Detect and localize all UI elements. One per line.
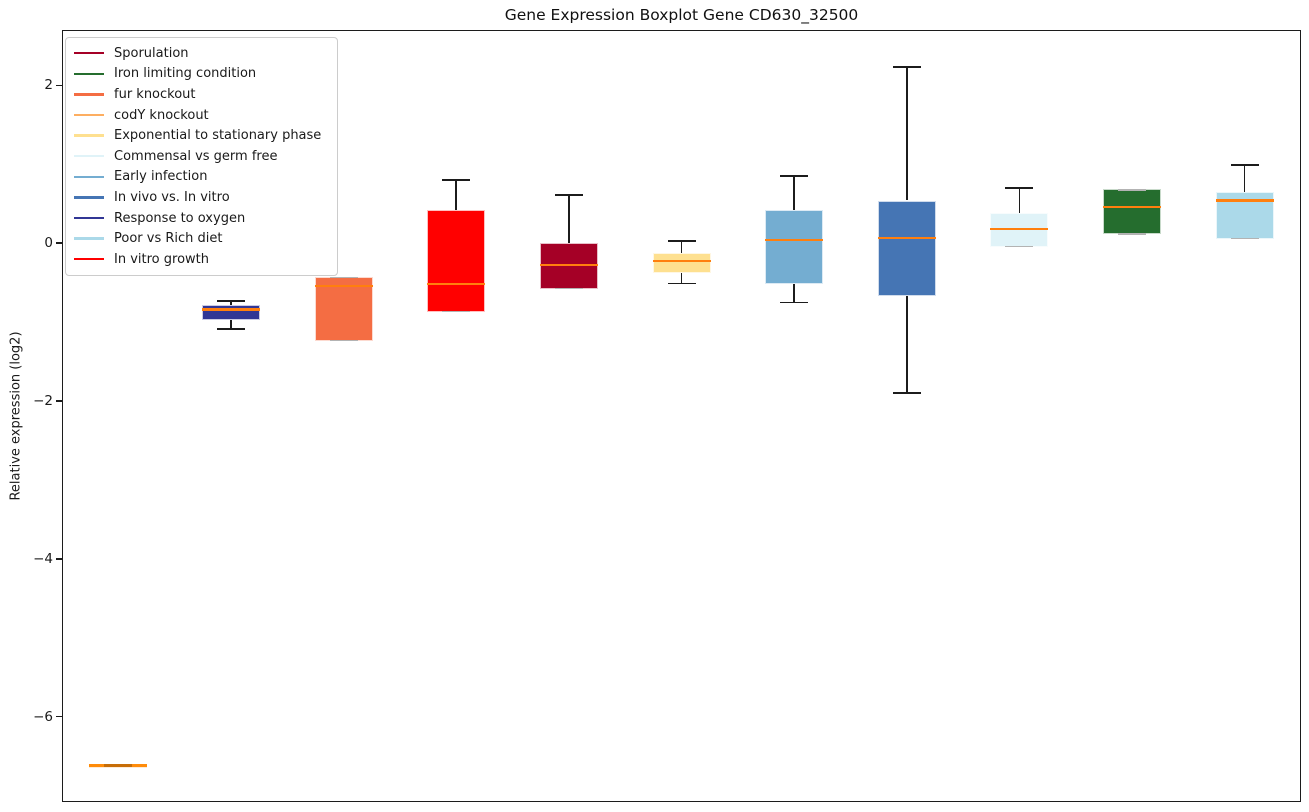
boxplot-cap-upper <box>780 175 809 177</box>
boxplot-cap-lower <box>216 328 245 330</box>
legend-item: Sporulation <box>66 43 337 64</box>
y-tick-mark <box>56 242 62 244</box>
legend-item: In vitro growth <box>66 249 337 270</box>
legend-color-swatch <box>74 196 104 199</box>
legend-item: Poor vs Rich diet <box>66 228 337 249</box>
boxplot-whisker-upper <box>568 194 570 244</box>
legend-label: fur knockout <box>114 86 196 102</box>
legend-color-swatch <box>74 216 104 220</box>
legend-item: Response to oxygen <box>66 208 337 229</box>
y-tick-mark <box>56 400 62 402</box>
boxplot-box <box>990 213 1049 248</box>
boxplot-box <box>877 200 936 296</box>
boxplot-median <box>427 283 486 286</box>
boxplot-cap-upper <box>1118 189 1147 191</box>
legend-item: fur knockout <box>66 84 337 105</box>
boxplot-cap-lower <box>780 301 809 304</box>
legend-item: Iron limiting condition <box>66 64 337 85</box>
legend-label: codY knockout <box>114 107 209 123</box>
legend-label: Commensal vs germ free <box>114 148 278 164</box>
boxplot-cap-lower <box>329 339 358 342</box>
boxplot-median <box>89 764 148 767</box>
boxplot-median <box>314 284 373 287</box>
boxplot-cap-upper <box>1230 164 1259 166</box>
boxplot-cap-lower <box>892 392 921 394</box>
y-tick-label: −2 <box>33 393 53 409</box>
legend-color-swatch <box>74 155 104 158</box>
y-tick-label: −6 <box>33 708 53 725</box>
boxplot-box <box>652 253 711 274</box>
y-tick-mark <box>56 558 62 560</box>
boxplot-cap-upper <box>216 299 245 302</box>
boxplot-cap-upper <box>667 239 696 242</box>
boxplot-cap-lower <box>554 287 583 290</box>
legend-label: Exponential to stationary phase <box>114 128 322 144</box>
boxplot-median <box>765 238 824 242</box>
boxplot-median <box>539 264 598 267</box>
legend-color-swatch <box>74 237 104 240</box>
legend-label: Iron limiting condition <box>114 66 257 82</box>
boxplot-median <box>877 237 936 240</box>
legend-item: Commensal vs germ free <box>66 146 337 167</box>
boxplot-median <box>652 260 711 263</box>
legend-label: Early infection <box>114 169 208 185</box>
legend-color-swatch <box>74 175 104 179</box>
boxplot-cap-upper <box>1005 187 1034 189</box>
boxplot-whisker-lower <box>680 273 683 284</box>
legend-label: Response to oxygen <box>114 210 246 226</box>
boxplot-cap-lower <box>1230 237 1259 240</box>
boxplot-box <box>427 209 486 312</box>
boxplot-whisker-upper <box>455 179 458 210</box>
legend-color-swatch <box>74 113 104 117</box>
boxplot-whisker-upper <box>905 67 908 201</box>
boxplot-whisker-lower <box>793 284 795 303</box>
legend-color-swatch <box>74 258 104 261</box>
y-axis-label: Relative expression (log2) <box>8 331 24 501</box>
boxplot-whisker-lower <box>905 296 908 394</box>
legend-item: Early infection <box>66 167 337 188</box>
boxplot-cap-upper <box>554 194 583 196</box>
legend-item: In vivo vs. In vitro <box>66 187 337 208</box>
legend: Sporulation Iron limiting condition fur kn… <box>65 37 338 276</box>
boxplot-cap-lower <box>667 282 696 285</box>
boxplot-cap-upper <box>892 66 921 68</box>
legend-label: In vitro growth <box>114 251 209 267</box>
legend-item: Exponential to stationary phase <box>66 125 337 146</box>
boxplot-cap-upper <box>329 276 358 279</box>
boxplot-median <box>1103 205 1162 208</box>
y-tick-label: 2 <box>44 77 53 94</box>
boxplot-cap-lower <box>1005 245 1034 248</box>
boxplot-whisker-lower <box>230 320 232 330</box>
boxplot-whisker-upper <box>230 300 232 306</box>
boxplot-whisker-upper <box>1243 164 1246 192</box>
boxplot-median <box>1215 199 1274 202</box>
boxplot-whisker-upper <box>680 240 683 254</box>
boxplot-whisker-upper <box>793 176 795 210</box>
y-tick-label: −4 <box>33 550 53 567</box>
chart-title: Gene Expression Boxplot Gene CD630_32500 <box>504 6 859 24</box>
boxplot-median <box>990 227 1049 230</box>
boxplot-cap-lower <box>1118 233 1147 235</box>
legend-item: codY knockout <box>66 105 337 126</box>
y-tick-mark <box>56 84 62 86</box>
y-tick-mark <box>56 715 62 718</box>
boxplot-whisker-upper <box>1018 187 1021 214</box>
boxplot-box <box>1103 189 1162 235</box>
legend-color-swatch <box>74 134 104 137</box>
boxplot-cap-lower <box>442 310 471 313</box>
legend-color-swatch <box>74 72 104 76</box>
boxplot-box <box>765 209 824 285</box>
boxplot-cap-upper <box>442 179 471 181</box>
legend-label: Sporulation <box>114 45 189 61</box>
legend-color-swatch <box>74 93 104 96</box>
boxplot-cap-overlap <box>104 764 133 767</box>
legend-label: Poor vs Rich diet <box>114 231 223 247</box>
boxplot-median <box>201 308 260 311</box>
legend-label: In vivo vs. In vitro <box>114 189 230 205</box>
legend-color-swatch <box>74 52 104 55</box>
y-tick-label: 0 <box>44 235 53 252</box>
